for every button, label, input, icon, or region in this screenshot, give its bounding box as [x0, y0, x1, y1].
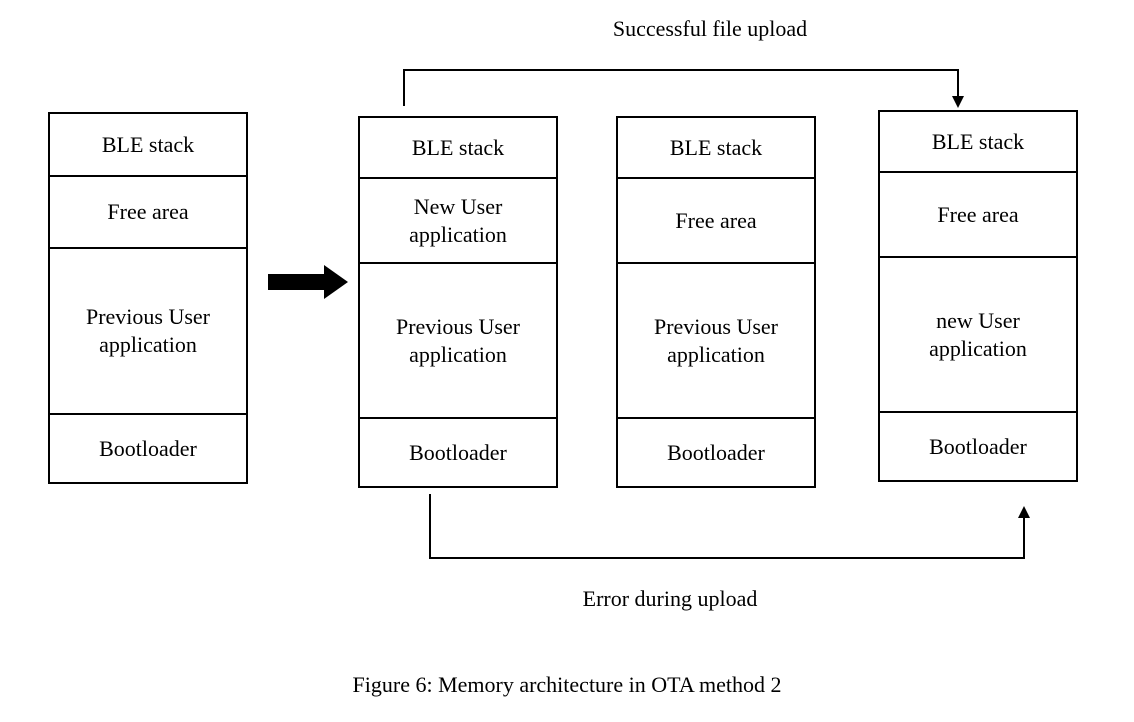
- cell-bootloader: Bootloader: [360, 419, 556, 486]
- memory-stack-4: BLE stack Free area new User application…: [878, 110, 1078, 482]
- cell-bootloader: Bootloader: [880, 413, 1076, 480]
- thick-arrow-icon: [268, 265, 348, 299]
- diagram-canvas: Successful file upload BLE stack Free ar…: [0, 0, 1134, 722]
- cell-ble-stack: BLE stack: [50, 114, 246, 177]
- memory-stack-2: BLE stack New User application Previous …: [358, 116, 558, 488]
- cell-ble-stack: BLE stack: [618, 118, 814, 179]
- cell-free-area: Free area: [618, 179, 814, 264]
- label-successful-upload: Successful file upload: [560, 16, 860, 42]
- cell-previous-user-app: Previous User application: [50, 249, 246, 415]
- cell-ble-stack: BLE stack: [880, 112, 1076, 173]
- cell-new-user-app: New User application: [360, 179, 556, 264]
- figure-caption: Figure 6: Memory architecture in OTA met…: [0, 672, 1134, 698]
- cell-bootloader: Bootloader: [618, 419, 814, 486]
- cell-previous-user-app: Previous User application: [618, 264, 814, 418]
- bottom-bracket-arrow: [430, 494, 1030, 558]
- cell-bootloader: Bootloader: [50, 415, 246, 482]
- cell-previous-user-app: Previous User application: [360, 264, 556, 418]
- cell-new-user-app: new User application: [880, 258, 1076, 412]
- cell-ble-stack: BLE stack: [360, 118, 556, 179]
- memory-stack-3: BLE stack Free area Previous User applic…: [616, 116, 816, 488]
- cell-free-area: Free area: [880, 173, 1076, 258]
- top-bracket-arrow: [404, 70, 964, 108]
- label-error-upload: Error during upload: [520, 586, 820, 612]
- cell-free-area: Free area: [50, 177, 246, 248]
- memory-stack-1: BLE stack Free area Previous User applic…: [48, 112, 248, 484]
